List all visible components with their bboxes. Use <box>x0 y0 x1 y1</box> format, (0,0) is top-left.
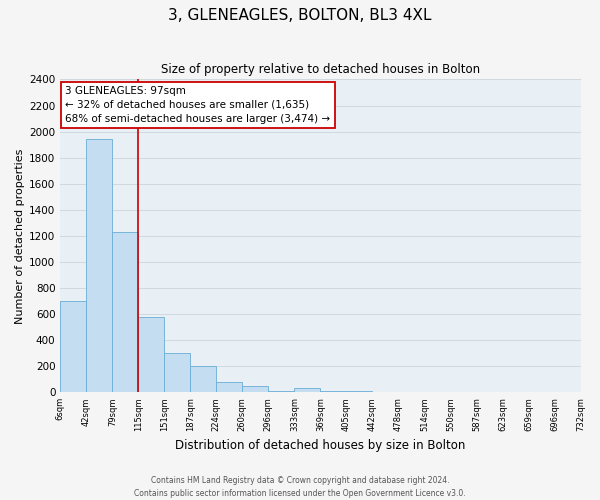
Text: 3, GLENEAGLES, BOLTON, BL3 4XL: 3, GLENEAGLES, BOLTON, BL3 4XL <box>168 8 432 22</box>
X-axis label: Distribution of detached houses by size in Bolton: Distribution of detached houses by size … <box>175 440 466 452</box>
Bar <box>60 301 86 392</box>
Bar <box>217 382 242 392</box>
Text: Contains HM Land Registry data © Crown copyright and database right 2024.
Contai: Contains HM Land Registry data © Crown c… <box>134 476 466 498</box>
Bar <box>164 353 190 393</box>
Bar <box>190 366 217 392</box>
Bar <box>139 318 164 392</box>
Bar <box>86 140 112 392</box>
Bar <box>242 386 268 392</box>
Text: 3 GLENEAGLES: 97sqm
← 32% of detached houses are smaller (1,635)
68% of semi-det: 3 GLENEAGLES: 97sqm ← 32% of detached ho… <box>65 86 331 124</box>
Title: Size of property relative to detached houses in Bolton: Size of property relative to detached ho… <box>161 62 480 76</box>
Bar <box>320 391 346 392</box>
Bar <box>268 391 295 392</box>
Bar <box>112 232 139 392</box>
Y-axis label: Number of detached properties: Number of detached properties <box>15 148 25 324</box>
Bar <box>346 391 373 392</box>
Bar <box>295 388 320 392</box>
